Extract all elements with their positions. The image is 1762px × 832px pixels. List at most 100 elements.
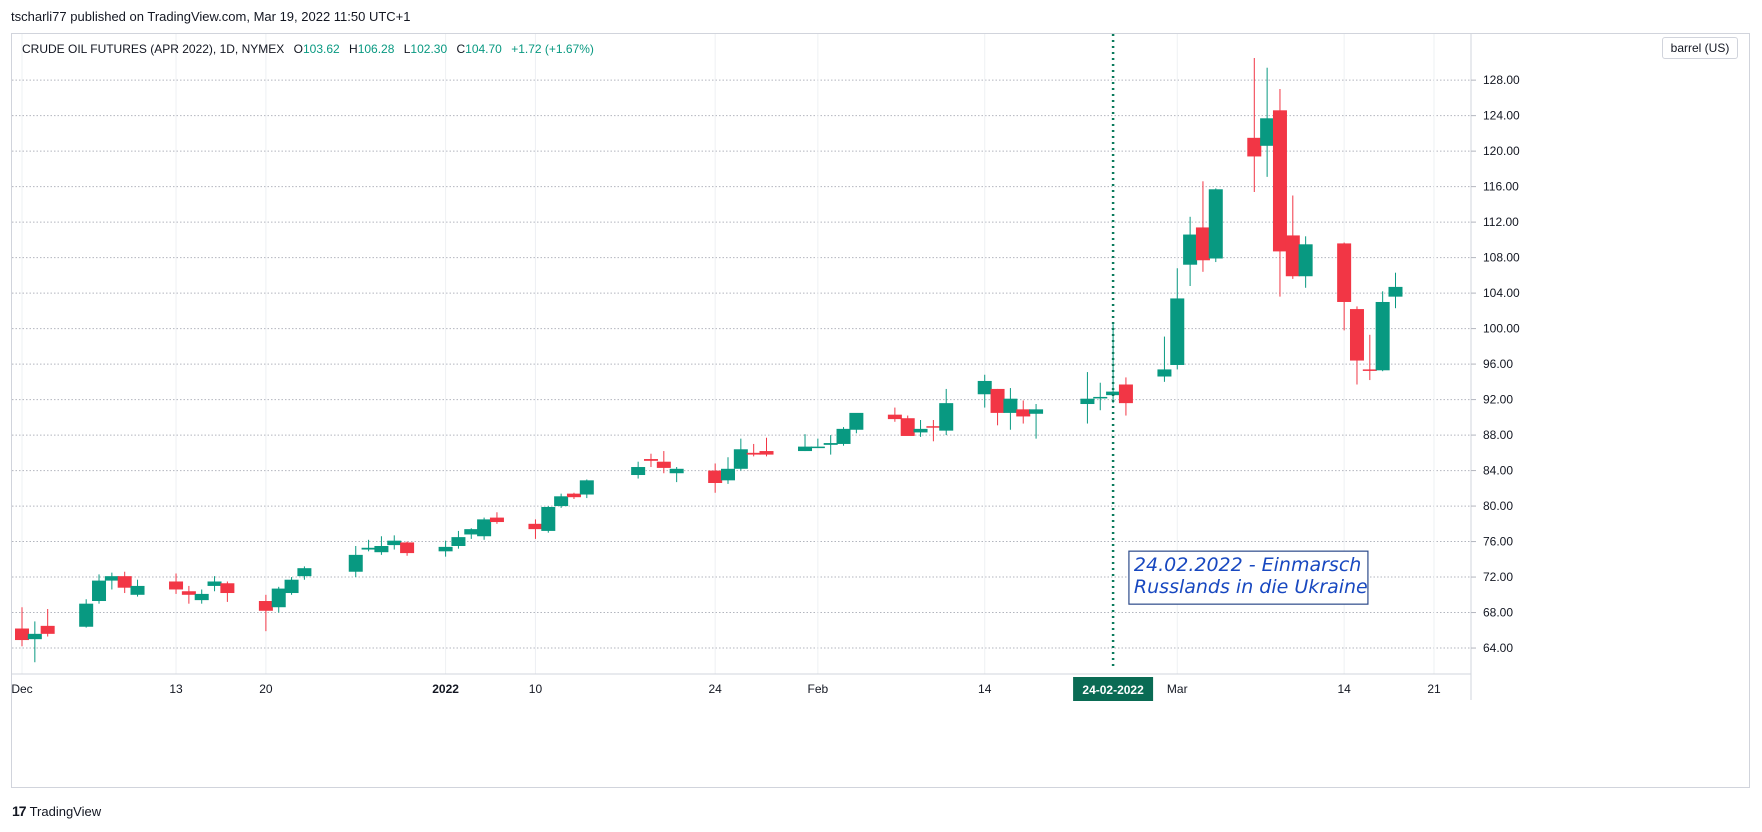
y-tick-label: 80.00 <box>1483 499 1513 513</box>
candle-body <box>1157 369 1172 377</box>
candle <box>798 434 813 452</box>
candle-body <box>40 625 55 634</box>
candle <box>438 540 453 557</box>
candle-body <box>271 588 286 608</box>
candles <box>15 57 1403 663</box>
candle-body <box>104 576 119 581</box>
candle-body <box>130 585 145 595</box>
candle <box>759 437 774 457</box>
candle-body <box>207 581 222 586</box>
y-tick-label: 112.00 <box>1483 215 1519 229</box>
candle-body <box>1016 409 1031 417</box>
candle-body <box>798 446 813 452</box>
x-tick-label: Feb <box>808 682 829 696</box>
x-tick-label: 24 <box>708 682 722 696</box>
candle-body <box>451 537 466 546</box>
candle <box>451 530 466 549</box>
candle-body <box>1298 244 1313 277</box>
y-tick-label: 76.00 <box>1483 535 1513 549</box>
candle <box>926 419 941 442</box>
candle <box>169 573 184 594</box>
candle-body <box>1106 391 1121 396</box>
candle-body <box>541 506 556 531</box>
candle-body <box>566 493 581 498</box>
candle <box>1247 57 1262 192</box>
candle <box>79 599 94 628</box>
candle <box>1388 272 1403 309</box>
tradingview-logo-icon: 17 <box>12 803 27 819</box>
price-unit-button[interactable]: barrel (US) <box>1662 37 1738 59</box>
candle <box>220 581 235 602</box>
candle-body <box>554 496 569 507</box>
x-tick-label: Dec <box>11 682 32 696</box>
candle-body <box>1247 137 1262 157</box>
candle <box>1029 404 1044 439</box>
candle-body <box>887 414 902 420</box>
y-tick-label: 108.00 <box>1483 251 1520 265</box>
candle <box>117 571 132 594</box>
candle <box>207 576 222 592</box>
candle-body <box>477 519 492 537</box>
publisher-line: tscharli77 published on TradingView.com,… <box>11 9 411 24</box>
candle-body <box>1029 409 1044 414</box>
open-value: 103.62 <box>302 42 340 56</box>
candle <box>1093 382 1108 411</box>
event-date-badge <box>1073 677 1154 701</box>
candle-body <box>631 467 646 476</box>
y-tick-label: 124.00 <box>1483 109 1520 123</box>
candle <box>1337 242 1352 331</box>
candle-body <box>1272 110 1287 252</box>
chart-frame <box>11 33 1750 788</box>
x-tick-label: Mar <box>1167 682 1188 696</box>
candle-body <box>27 633 42 640</box>
candle <box>104 572 119 590</box>
candle <box>1362 334 1377 381</box>
tradingview-brand[interactable]: 17 TradingView <box>12 803 101 819</box>
candle-body <box>1195 227 1210 261</box>
open-label: O <box>293 42 303 56</box>
candle <box>939 388 954 436</box>
candle <box>1195 181 1210 272</box>
candle <box>669 467 684 483</box>
candle <box>541 506 556 533</box>
candle-body <box>438 546 453 552</box>
candle <box>284 577 299 595</box>
candle-body <box>1183 234 1198 265</box>
candle-body <box>348 554 363 572</box>
x-tick-label: 20 <box>259 682 273 696</box>
candle-body <box>1375 301 1390 371</box>
candle <box>387 535 402 550</box>
candle <box>810 438 825 449</box>
candle-body <box>194 593 209 601</box>
y-tick-label: 64.00 <box>1483 641 1513 655</box>
candle-body <box>939 403 954 431</box>
candle-body <box>1285 235 1300 277</box>
y-tick-label: 84.00 <box>1483 464 1513 478</box>
candle-body <box>810 446 825 449</box>
y-axis: 128.00 124.00 120.00 116.00 112.00 108.00 104.… <box>1470 34 1520 700</box>
candle-body <box>1170 298 1185 365</box>
candle <box>464 528 479 539</box>
y-tick-label: 72.00 <box>1483 570 1513 584</box>
y-tick-label: 104.00 <box>1483 286 1520 300</box>
candle <box>1208 188 1223 263</box>
candle-body <box>669 468 684 474</box>
candle <box>15 607 29 647</box>
candle <box>92 574 107 604</box>
x-tick-label: 14 <box>1337 682 1351 696</box>
candle <box>1260 67 1275 177</box>
candle-body <box>169 581 184 590</box>
candle-body <box>387 540 402 546</box>
candle <box>913 419 928 437</box>
y-tick-label: 88.00 <box>1483 428 1513 442</box>
candle <box>1080 372 1095 424</box>
candle-body <box>220 583 235 594</box>
candle-body <box>92 580 107 602</box>
candle <box>528 519 543 539</box>
high-label: H <box>349 42 358 56</box>
candle-body <box>297 568 312 577</box>
candle-body <box>1003 398 1018 413</box>
candle-body <box>836 428 851 444</box>
x-tick-label: 21 <box>1427 682 1441 696</box>
